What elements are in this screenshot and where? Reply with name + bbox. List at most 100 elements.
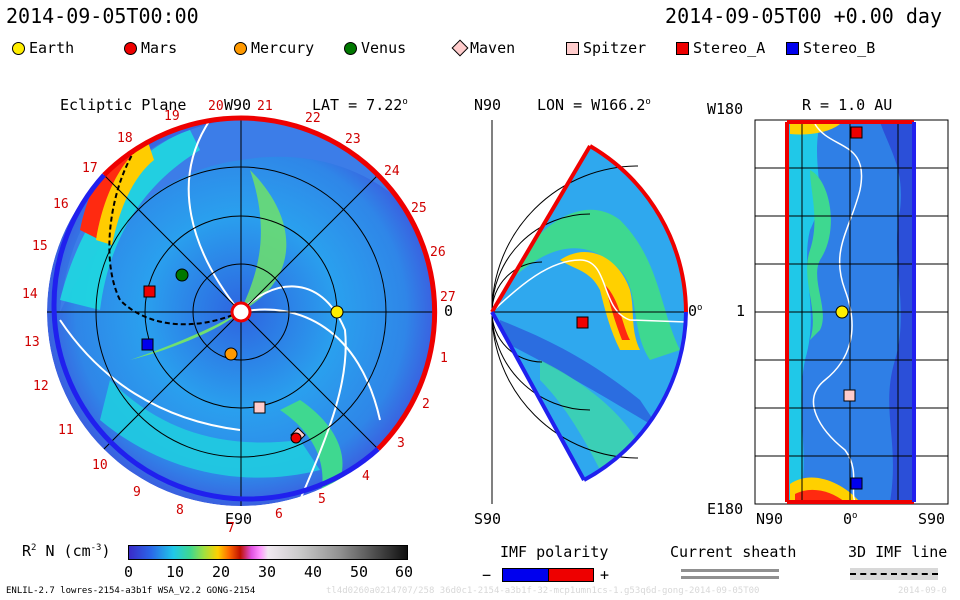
imf-negative-bar xyxy=(502,568,550,582)
mars-marker-icon xyxy=(124,41,137,55)
footer-run-id: tl4d0260a0214707/258 36d0c1-2154-a3b1f-3… xyxy=(326,586,760,596)
colorbar-tick: 10 xyxy=(166,563,185,581)
right-timestamp: 2014-09-05T00 +0.00 day xyxy=(665,4,942,28)
imf-3d-dashed-icon xyxy=(850,573,938,575)
current-sheath-icon xyxy=(681,569,779,572)
imf-plus-sign: + xyxy=(600,566,610,584)
colorbar xyxy=(128,545,408,560)
earth-position-icon xyxy=(330,305,344,319)
rotation-number: 26 xyxy=(430,245,446,260)
legend-label: Venus xyxy=(361,39,407,57)
legend-venus: Venus xyxy=(344,38,406,58)
colorbar-tick: 20 xyxy=(212,563,231,581)
rotation-number: 6 xyxy=(275,507,283,522)
rotation-number: 19 xyxy=(164,109,180,124)
meridional-plot xyxy=(490,120,688,504)
stereo-b-radial-icon xyxy=(850,477,863,490)
legend-spitzer: Spitzer xyxy=(566,38,646,58)
spitzer-marker-icon xyxy=(566,41,579,55)
rotation-number: 11 xyxy=(58,423,74,438)
rotation-number: 2 xyxy=(422,397,430,412)
radial-title: R = 1.0 AU xyxy=(802,96,893,114)
mercury-marker-icon xyxy=(234,41,247,55)
stereo-b-marker-icon xyxy=(786,41,799,55)
colorbar-tick: 30 xyxy=(258,563,277,581)
legend-label: Mercury xyxy=(251,39,315,57)
rotation-number: 1 xyxy=(440,351,448,366)
legend-mercury: Mercury xyxy=(234,38,314,58)
radial-bottom-s90: S90 xyxy=(918,510,946,528)
ecliptic-lat: LAT = 7.22o xyxy=(312,96,408,114)
stereo-b-position-icon xyxy=(141,338,154,351)
mars-position-icon xyxy=(290,432,302,444)
spitzer-position-icon xyxy=(253,401,266,414)
left-timestamp: 2014-09-05T00:00 xyxy=(6,4,199,28)
rotation-number: 7 xyxy=(227,521,235,536)
meridional-right-label: 0o xyxy=(688,302,703,320)
legend-maven: Maven xyxy=(451,38,516,58)
rotation-number: 15 xyxy=(32,239,48,254)
rotation-number: 17 xyxy=(82,161,98,176)
footer-date: 2014-09-0 xyxy=(898,586,947,596)
spitzer-radial-icon xyxy=(843,389,856,402)
legend-label: Spitzer xyxy=(583,39,647,57)
colorbar-tick: 50 xyxy=(350,563,369,581)
radial-bottom-n90: N90 xyxy=(756,510,784,528)
rotation-number: 8 xyxy=(176,503,184,518)
rotation-number: 23 xyxy=(345,132,361,147)
legend-stereo-b: Stereo_B xyxy=(786,38,875,58)
footer-model-info: ENLIL-2.7 lowres-2154-a3b1f WSA_V2.2 GON… xyxy=(6,586,256,596)
rotation-number: 10 xyxy=(92,458,108,473)
mercury-position-icon xyxy=(224,347,238,361)
meridional-top-left: N90 xyxy=(474,96,502,114)
rotation-number: 24 xyxy=(384,164,400,179)
legend-mars: Mars xyxy=(124,38,177,58)
ecliptic-plot: 19 20 21 22 23 24 25 26 27 1 2 3 4 5 6 7… xyxy=(22,99,456,536)
meridional-title: LON = W166.2o xyxy=(537,96,651,114)
meridional-bottom-left: S90 xyxy=(474,510,502,528)
venus-marker-icon xyxy=(344,41,357,55)
rotation-number: 5 xyxy=(318,492,326,507)
colorbar-tick: 40 xyxy=(304,563,323,581)
stereo-a-radial-icon xyxy=(850,126,863,139)
colorbar-tick: 60 xyxy=(395,563,414,581)
colorbar-tick: 0 xyxy=(124,563,134,581)
stereo-a-meridional-icon xyxy=(576,316,589,329)
rotation-number: 16 xyxy=(53,197,69,212)
imf-minus-sign: − xyxy=(482,566,492,584)
legend-label: Stereo_A xyxy=(693,39,766,57)
current-sheath-icon-2 xyxy=(681,576,779,579)
imf-polarity-title: IMF polarity xyxy=(500,543,609,561)
legend-label: Earth xyxy=(29,39,75,57)
ecliptic-title: Ecliptic Plane xyxy=(60,96,187,114)
rotation-number: 3 xyxy=(397,436,405,451)
rotation-number: 9 xyxy=(133,485,141,500)
ecliptic-top-label: W90 xyxy=(224,96,252,114)
rotation-number: 4 xyxy=(362,469,370,484)
stereo-a-marker-icon xyxy=(676,41,689,55)
rotation-number: 21 xyxy=(257,99,273,114)
imf-3d-title: 3D IMF line xyxy=(848,543,948,561)
ecliptic-bottom-label: E90 xyxy=(225,510,253,528)
radial-bottom-zero: 0o xyxy=(843,510,858,528)
earth-marker-icon xyxy=(12,41,25,55)
rotation-number: 25 xyxy=(411,201,427,216)
imf-positive-bar xyxy=(548,568,594,582)
legend-label: Mars xyxy=(141,39,178,57)
rotation-number: 20 xyxy=(208,99,224,114)
rotation-number: 22 xyxy=(305,111,321,126)
radial-mid-left: 1 xyxy=(736,302,746,320)
venus-position-icon xyxy=(175,268,189,282)
stereo-a-position-icon xyxy=(143,285,156,298)
colorbar-label: R2 N (cm-3) xyxy=(22,542,111,560)
rotation-number: 27 xyxy=(440,290,456,305)
radial-top-left: W180 xyxy=(707,100,744,118)
earth-radial-icon xyxy=(835,305,849,319)
legend-label: Stereo_B xyxy=(803,39,876,57)
rotation-number: 13 xyxy=(24,335,40,350)
rotation-number: 18 xyxy=(117,131,133,146)
legend-label: Maven xyxy=(470,39,516,57)
legend-earth: Earth xyxy=(12,38,74,58)
ecliptic-right-label: 0 xyxy=(444,302,454,320)
current-sheath-title: Current sheath xyxy=(670,543,797,561)
